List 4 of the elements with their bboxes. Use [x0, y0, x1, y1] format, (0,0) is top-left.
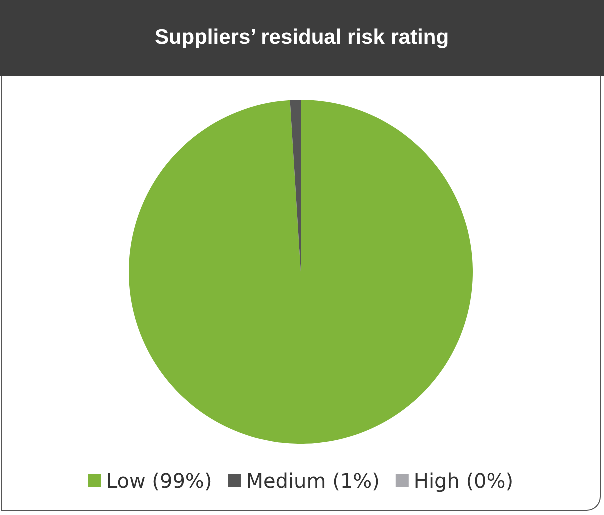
chart-title: Suppliers’ residual risk rating	[154, 26, 450, 50]
legend-label: High (0%)	[414, 469, 514, 493]
legend-label: Low (99%)	[106, 469, 212, 493]
legend-label: Medium (1%)	[246, 469, 380, 493]
